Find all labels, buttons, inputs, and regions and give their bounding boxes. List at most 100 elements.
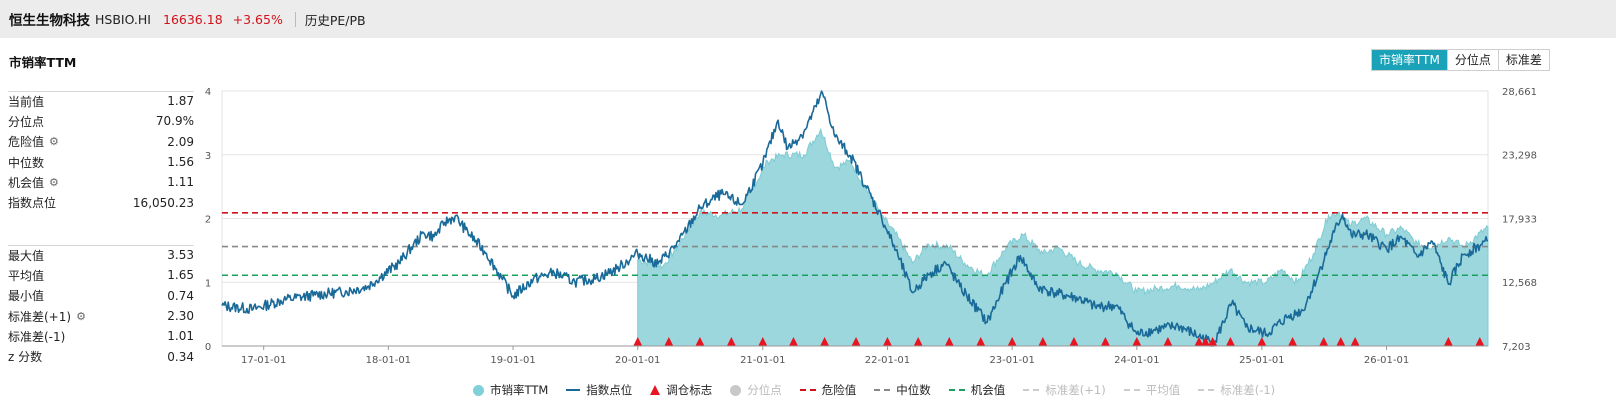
stat-value: 16,050.23 xyxy=(132,195,194,210)
rebalance-marker xyxy=(1350,337,1360,346)
legend-item[interactable]: 机会值 xyxy=(948,382,1006,398)
x-tick-label: 24-01-01 xyxy=(1114,355,1159,366)
stat-value: 1.01 xyxy=(167,329,194,344)
legend-item[interactable]: 标准差(+1) xyxy=(1023,382,1106,398)
rebalance-marker xyxy=(882,337,892,346)
stat-label: 机会值 ⚙ xyxy=(8,174,59,191)
legend-item[interactable]: 市销率TTM xyxy=(473,382,548,398)
header-divider xyxy=(294,11,296,27)
stat-label: 当前值 xyxy=(8,93,44,110)
legend-label: 平均值 xyxy=(1145,383,1181,397)
legend-item[interactable]: 危险值 xyxy=(799,382,857,398)
stats-panel-top: 当前值 1.87 分位点 70.9% 危险值 ⚙ 2.09 中位数 1.56 机会值 ⚙ 1.11 指数… xyxy=(8,91,194,213)
stat-value: 3.53 xyxy=(167,248,194,263)
rebalance-marker xyxy=(1163,337,1173,346)
right-tick-label: 28,661 xyxy=(1502,87,1537,98)
stat-label-text: 最小值 xyxy=(8,289,45,304)
stats-panel-bottom: 最大值 3.53 平均值 1.65 最小值 0.74 标准差(+1) ⚙ 2.30 标准差(-1)… xyxy=(8,245,194,367)
stat-label: 平均值 xyxy=(8,267,44,284)
x-tick-label: 20-01-01 xyxy=(615,355,660,366)
stat-label-text: 标准差(-1) xyxy=(8,329,66,344)
stat-value: 0.34 xyxy=(167,349,194,364)
rebalance-marker xyxy=(633,337,643,346)
legend-item[interactable]: 平均值 xyxy=(1123,382,1181,398)
rebalance-marker xyxy=(976,337,986,346)
history-pe-pb-link[interactable]: 历史PE/PB xyxy=(304,12,366,28)
stat-label-text: 危险值 xyxy=(8,135,45,150)
rebalance-marker xyxy=(758,337,768,346)
stat-label-text: 标准差(+1) xyxy=(8,309,72,324)
legend-item[interactable]: 中位数 xyxy=(874,382,931,398)
tab-std-dev[interactable]: 标准差 xyxy=(1497,50,1549,70)
stat-value: 2.30 xyxy=(167,309,194,324)
legend-dash-icon xyxy=(1123,389,1140,391)
rebalance-marker xyxy=(1257,337,1267,346)
stat-label-text: 当前值 xyxy=(8,94,45,109)
stat-value: 1.87 xyxy=(167,94,194,109)
right-tick-label: 7,203 xyxy=(1502,342,1531,353)
legend-label: 标准差(-1) xyxy=(1220,383,1276,397)
left-tick-label: 3 xyxy=(205,151,211,162)
index-line xyxy=(221,90,1489,347)
rebalance-marker xyxy=(1319,337,1329,346)
stat-label-text: 平均值 xyxy=(8,268,45,283)
legend-item[interactable]: 指数点位 xyxy=(566,382,632,398)
stat-value: 0.74 xyxy=(167,288,194,303)
stat-row: 平均值 1.65 xyxy=(8,265,194,285)
stats-divider xyxy=(8,245,194,246)
x-tick-label: 19-01-01 xyxy=(490,355,535,366)
legend-item[interactable]: 调仓标志 xyxy=(650,382,712,398)
legend-label: 机会值 xyxy=(970,383,1006,397)
legend-dash-icon xyxy=(1023,389,1040,391)
left-tick-label: 1 xyxy=(205,278,211,289)
stat-row: 当前值 1.87 xyxy=(8,91,194,111)
right-tick-label: 12,568 xyxy=(1502,278,1537,289)
stat-row: z 分数 0.34 xyxy=(8,346,194,366)
stat-label: 标准差(+1) ⚙ xyxy=(8,308,86,325)
stats-divider xyxy=(8,91,194,92)
legend-item[interactable]: 分位点 xyxy=(730,382,782,398)
x-tick-label: 25-01-01 xyxy=(1239,355,1284,366)
stat-label: 危险值 ⚙ xyxy=(8,133,59,150)
rebalance-marker xyxy=(1208,337,1218,346)
gear-icon[interactable]: ⚙ xyxy=(76,309,86,323)
reference-lines xyxy=(222,211,1488,277)
gear-icon[interactable]: ⚙ xyxy=(49,135,59,149)
tab-percentile[interactable]: 分位点 xyxy=(1446,50,1498,70)
rebalance-marker xyxy=(820,337,830,346)
rebalance-marker xyxy=(726,337,736,346)
legend-dot-icon xyxy=(473,384,484,396)
rebalance-markers xyxy=(633,337,1485,346)
tab-ps-ttm[interactable]: 市销率TTM xyxy=(1372,50,1447,70)
stat-row: 分位点 70.9% xyxy=(8,111,194,131)
rebalance-marker xyxy=(944,337,954,346)
x-tick-label: 23-01-01 xyxy=(989,355,1034,366)
stat-value: 1.11 xyxy=(167,175,194,190)
x-tick-label: 26-01-01 xyxy=(1364,355,1409,366)
legend-label: 标准差(+1) xyxy=(1045,383,1106,397)
stat-label-text: 分位点 xyxy=(8,114,45,129)
left-tick-label: 0 xyxy=(205,342,211,353)
right-tick-label: 23,298 xyxy=(1502,151,1537,162)
index-price: 16636.18 xyxy=(163,11,223,27)
index-code: HSBIO.HI xyxy=(95,11,151,27)
rebalance-marker xyxy=(1336,337,1346,346)
rebalance-marker xyxy=(1069,337,1079,346)
stat-value: 1.65 xyxy=(167,268,194,283)
stat-row: 指数点位 16,050.23 xyxy=(8,192,194,212)
legend-item[interactable]: 标准差(-1) xyxy=(1198,382,1275,398)
rebalance-marker xyxy=(1132,337,1142,346)
stat-label-text: 中位数 xyxy=(8,155,45,170)
rebalance-marker xyxy=(1100,337,1110,346)
gear-icon[interactable]: ⚙ xyxy=(49,175,59,189)
stat-label-text: 机会值 xyxy=(8,175,45,190)
chart-axes: 0 1 2 3 4 7,203 12,568 17,933 23,298 28,661 17-01-… xyxy=(205,87,1537,366)
stat-value: 1.56 xyxy=(167,155,194,170)
chart-legend: 市销率TTM 指数点位 调仓标志 分位点 危险值 中位数 机会值 标准差(+1) 平均值 标准差(… xyxy=(473,381,1293,399)
index-change: +3.65% xyxy=(232,11,283,27)
legend-dash-icon xyxy=(874,389,891,391)
rebalance-marker xyxy=(695,337,705,346)
stat-label-text: 最大值 xyxy=(8,248,45,263)
legend-label: 危险值 xyxy=(821,383,857,397)
ps-ttm-area-path xyxy=(637,127,1489,347)
